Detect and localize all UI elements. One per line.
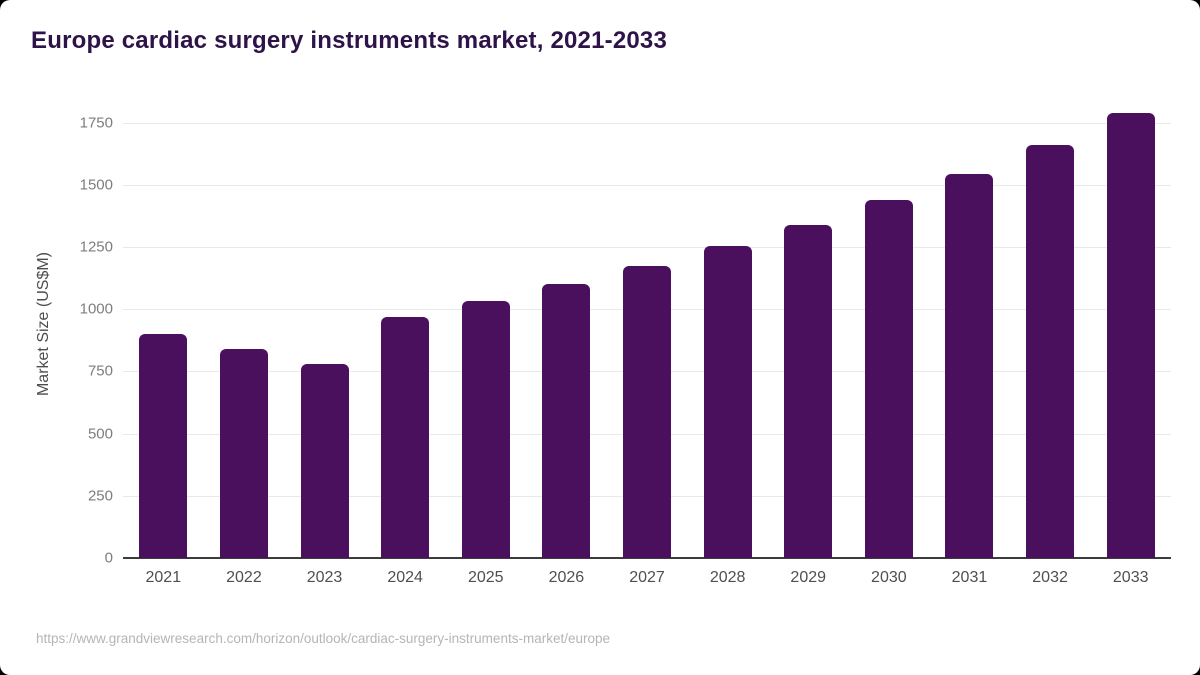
x-tick-label-2027: 2027 (629, 569, 665, 586)
x-axis-line (123, 557, 1171, 559)
gridline-1750 (123, 122, 1171, 124)
x-tick-label-2025: 2025 (467, 569, 504, 586)
gridline-1500 (123, 184, 1171, 186)
y-tick-label-1500: 1500 (79, 176, 113, 194)
x-tick-label-2028: 2028 (709, 569, 746, 586)
y-tick-label-500: 500 (87, 425, 113, 443)
x-tick-label-2029: 2029 (790, 569, 827, 586)
bar-2028 (703, 245, 752, 558)
bar-2026 (542, 284, 591, 558)
x-tick-label-2026: 2026 (548, 569, 585, 586)
y-tick-label-0: 0 (104, 549, 113, 567)
bar-2027 (623, 265, 671, 558)
x-tick-label-2032: 2032 (1032, 569, 1068, 586)
y-tick-label-1000: 1000 (79, 300, 113, 318)
bar-2021 (139, 334, 188, 558)
bar-2022 (219, 349, 268, 558)
bar-2023 (300, 363, 349, 558)
y-tick-label-250: 250 (87, 487, 113, 505)
bar-2032 (1026, 145, 1075, 558)
y-tick-label-1250: 1250 (79, 238, 113, 256)
x-tick-label-2033: 2033 (1112, 569, 1149, 586)
plot-area (123, 90, 1171, 559)
y-tick-label-1750: 1750 (79, 114, 113, 132)
x-tick-label-2021: 2021 (145, 569, 182, 586)
bar-2025 (461, 300, 510, 558)
y-axis-title: Market Size (US$M) (35, 251, 52, 397)
x-tick-label-2022: 2022 (226, 569, 262, 586)
gridline-1250 (123, 247, 1171, 248)
chart-title: Europe cardiac surgery instruments marke… (31, 27, 668, 54)
bar-2030 (864, 199, 913, 558)
y-tick-label-750: 750 (87, 362, 113, 380)
x-tick-label-2031: 2031 (951, 569, 988, 586)
source-url: https://www.grandviewresearch.com/horizo… (36, 631, 610, 646)
x-tick-label-2024: 2024 (387, 569, 423, 586)
x-tick-label-2030: 2030 (871, 569, 907, 586)
bar-2031 (945, 173, 994, 558)
bar-2024 (381, 316, 430, 558)
bar-2033 (1106, 112, 1155, 558)
bar-2029 (784, 224, 833, 558)
x-tick-label-2023: 2023 (306, 569, 343, 586)
